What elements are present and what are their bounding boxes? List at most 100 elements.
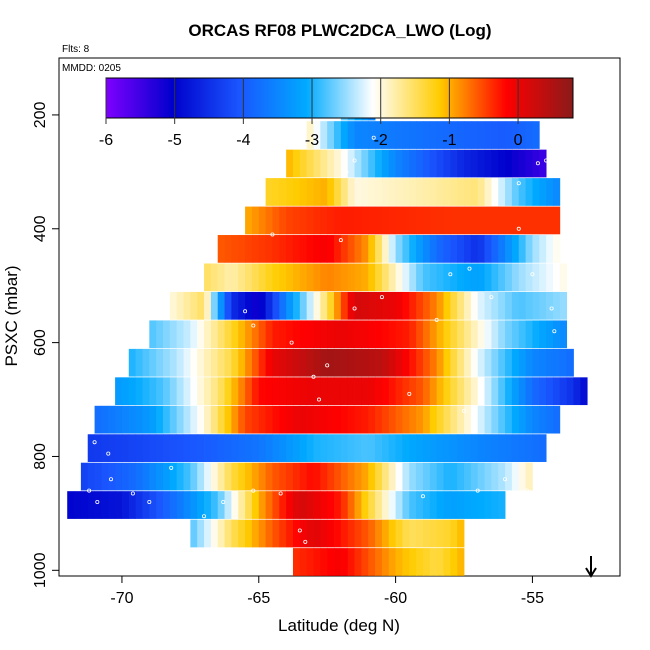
heatmap-cell — [340, 348, 349, 377]
heatmap-cell — [498, 491, 506, 519]
data-point — [338, 238, 343, 243]
heatmap-cell — [395, 291, 403, 320]
heatmap-cell — [121, 405, 130, 434]
heatmap-cell — [251, 263, 260, 292]
heatmap-cell — [409, 291, 417, 320]
heatmap-cell — [224, 405, 232, 434]
y-tick-label: 600 — [32, 329, 49, 356]
x-axis-label: Latitude (deg N) — [278, 616, 400, 635]
heatmap-cell — [334, 519, 342, 548]
heatmap-cell — [402, 348, 410, 377]
heatmap-cell — [546, 320, 554, 349]
heatmap-cell — [381, 320, 390, 349]
heatmap-cell — [532, 235, 540, 263]
heatmap-cell — [457, 405, 465, 434]
heatmap-cell — [251, 462, 260, 491]
heatmap-cell — [381, 462, 390, 491]
heatmap-cell — [395, 405, 403, 434]
data-point — [278, 491, 283, 496]
heatmap-cell — [156, 377, 164, 406]
heatmap-cell — [388, 178, 396, 206]
heatmap-cell — [327, 348, 335, 377]
heatmap-cell — [238, 491, 246, 519]
heatmap-cell — [327, 377, 335, 406]
heatmap-cell — [388, 462, 396, 491]
heatmap-cell — [217, 462, 225, 491]
data-point — [448, 272, 453, 277]
heatmap-cell — [204, 320, 212, 349]
heatmap-cell — [470, 491, 479, 519]
heatmap-cell — [552, 377, 561, 406]
data-point — [92, 440, 97, 445]
heatmap-cell — [354, 519, 362, 548]
heatmap-cell — [340, 491, 349, 519]
heatmap-cell — [87, 462, 95, 491]
heatmap-cell — [532, 348, 540, 377]
heatmap-cell — [176, 405, 184, 434]
heatmap-cell — [539, 405, 547, 434]
heatmap-cell — [402, 178, 410, 206]
heatmap-cell — [334, 263, 342, 292]
heatmap-cell — [162, 462, 171, 491]
heatmap-cell — [340, 519, 349, 548]
heatmap-cell — [443, 548, 451, 576]
heatmap-cell — [279, 377, 287, 406]
heatmap-cell — [265, 377, 273, 406]
heatmap-cell — [313, 548, 321, 576]
heatmap-cell — [388, 348, 396, 377]
heatmap-cell — [286, 348, 294, 377]
heatmap-cell — [422, 491, 431, 519]
heatmap-cell — [94, 462, 102, 491]
heatmap-cell — [320, 548, 328, 576]
heatmap-cell — [286, 149, 294, 178]
heatmap-cell — [409, 263, 417, 292]
heatmap-cell — [436, 491, 444, 519]
heatmap-cell — [340, 377, 349, 406]
heatmap-cell — [464, 206, 472, 235]
heatmap-cell — [162, 377, 171, 406]
heatmap-cell — [292, 178, 301, 206]
heatmap-cell — [450, 491, 458, 519]
heatmap-cell — [231, 519, 239, 548]
data-point — [344, 169, 349, 174]
heatmap-cell — [313, 491, 321, 519]
heatmap-cell — [368, 291, 376, 320]
heatmap-cell — [272, 206, 280, 235]
heatmap-cell — [525, 235, 533, 263]
heatmap-cell — [292, 235, 301, 263]
heatmap-cell — [347, 405, 355, 434]
heatmap-cell — [334, 206, 342, 235]
data-point — [467, 266, 472, 271]
data-point — [202, 514, 207, 519]
heatmap-cell — [217, 519, 225, 548]
heatmap-cell — [443, 178, 451, 206]
heatmap-cell — [299, 348, 308, 377]
heatmap-cell — [327, 491, 335, 519]
heatmap-cell — [552, 405, 561, 434]
x-tick-label: -70 — [110, 590, 133, 607]
heatmap-cell — [381, 519, 390, 548]
heatmap-cell — [539, 178, 547, 206]
heatmap-cell — [375, 434, 383, 462]
data-point — [475, 488, 480, 493]
heatmap-cell — [320, 291, 328, 320]
heatmap-cell — [443, 263, 451, 292]
heatmap-cell — [388, 434, 396, 462]
heatmap-cell — [334, 462, 342, 491]
heatmap-cell — [381, 235, 390, 263]
heatmap-cell — [347, 519, 355, 548]
heatmap-cell — [457, 548, 465, 576]
heatmap-cell — [539, 377, 547, 406]
heatmap-cell — [498, 149, 506, 178]
heatmap-cell — [436, 178, 444, 206]
heatmap-cell — [128, 434, 137, 462]
heatmap-cell — [464, 491, 472, 519]
heatmap-cell — [292, 320, 301, 349]
heatmap-cell — [299, 434, 308, 462]
heatmap-cell — [477, 291, 485, 320]
heatmap-cell — [498, 121, 506, 149]
heatmap-cell — [402, 291, 410, 320]
heatmap-cell — [190, 462, 198, 491]
heatmap-cell — [347, 235, 355, 263]
heatmap-cell — [518, 291, 526, 320]
